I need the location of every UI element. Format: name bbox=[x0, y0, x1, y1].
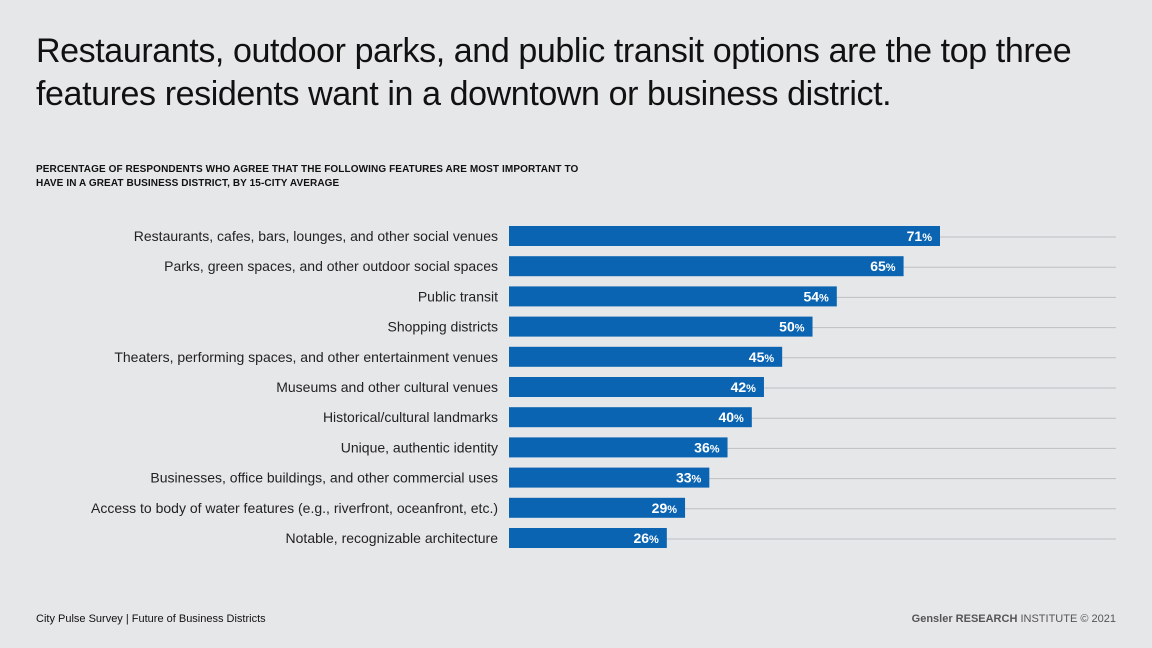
chart-subtitle: PERCENTAGE OF RESPONDENTS WHO AGREE THAT… bbox=[36, 164, 579, 189]
bar bbox=[509, 256, 904, 277]
category-label: Public transit bbox=[418, 288, 498, 304]
footer-credit: Gensler RESEARCH INSTITUTE © 2021 bbox=[912, 613, 1116, 625]
category-label: Shopping districts bbox=[387, 319, 498, 335]
category-label: Restaurants, cafes, bars, lounges, and o… bbox=[134, 228, 498, 244]
bar bbox=[509, 467, 710, 488]
category-label: Theaters, performing spaces, and other e… bbox=[114, 349, 498, 365]
data-label: 33% bbox=[676, 470, 702, 486]
data-label: 36% bbox=[694, 439, 720, 455]
data-label: 29% bbox=[652, 500, 678, 516]
category-label: Businesses, office buildings, and other … bbox=[150, 470, 498, 486]
data-label: 71% bbox=[907, 228, 933, 244]
category-label: Unique, authentic identity bbox=[341, 439, 498, 455]
footer-copyright: © 2021 bbox=[1077, 613, 1116, 625]
bar bbox=[509, 286, 837, 307]
bar bbox=[509, 377, 764, 397]
category-label: Historical/cultural landmarks bbox=[323, 409, 498, 425]
bar bbox=[509, 346, 783, 367]
category-label: Museums and other cultural venues bbox=[276, 379, 498, 395]
chart-headline: Restaurants, outdoor parks, and public t… bbox=[36, 32, 1072, 113]
bar bbox=[509, 528, 667, 548]
data-label: 40% bbox=[718, 409, 744, 425]
footer-brand: Gensler RESEARCH bbox=[911, 613, 1018, 625]
data-label: 65% bbox=[870, 258, 896, 274]
category-label: Parks, green spaces, and other outdoor s… bbox=[164, 258, 498, 274]
footer-source: City Pulse Survey | Future of Business D… bbox=[36, 613, 266, 625]
footer-institute: INSTITUTE bbox=[1017, 613, 1078, 625]
bar bbox=[509, 226, 940, 246]
bar bbox=[509, 497, 686, 518]
data-label: 26% bbox=[633, 530, 659, 546]
data-label: 50% bbox=[779, 319, 805, 335]
bar bbox=[509, 316, 813, 337]
bar bbox=[509, 437, 728, 458]
data-label: 45% bbox=[749, 349, 775, 365]
data-label: 42% bbox=[731, 379, 757, 395]
bar bbox=[509, 407, 752, 428]
category-label: Access to body of water features (e.g., … bbox=[91, 500, 498, 516]
data-label: 54% bbox=[803, 288, 829, 304]
category-label: Notable, recognizable architecture bbox=[286, 530, 499, 546]
